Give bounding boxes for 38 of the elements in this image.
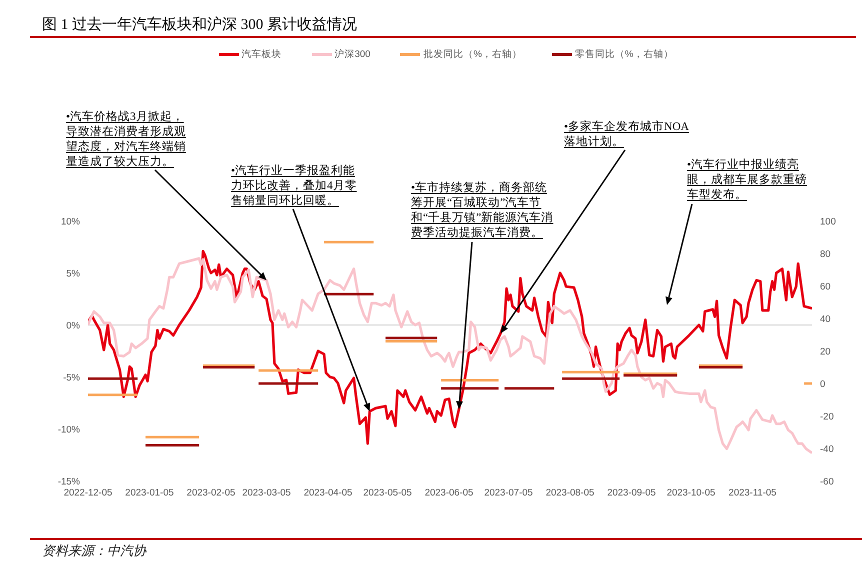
y2-tick-label: 20 xyxy=(820,346,831,358)
annotation: •多家车企发布城市NOA落地计划。 xyxy=(564,120,690,150)
chart-title: 图 1 过去一年汽车板块和沪深 300 累计收益情况 xyxy=(42,15,357,34)
x-tick-label: 2022-12-05 xyxy=(64,488,112,499)
y2-tick-label: 0 xyxy=(820,378,826,390)
text: •汽车行业中报业绩亮眼，成都车展多款重磅车型发布。 xyxy=(687,158,808,203)
text: 资料来源：中汽协 xyxy=(42,542,146,560)
y-tick-label: -5% xyxy=(63,372,81,384)
annotation: •汽车行业一季报盈利能力环比改善，叠加4月零售销量同环比回暖。 xyxy=(231,164,358,209)
y-tick-label: 5% xyxy=(66,268,81,280)
x-tick-label: 2023-10-05 xyxy=(666,488,716,499)
x-tick-label: 2023-01-05 xyxy=(125,488,174,499)
x-tick-label: 2023-03-05 xyxy=(242,488,291,499)
x-tick-label: 2023-09-05 xyxy=(607,488,656,499)
x-tick-label: 2023-06-05 xyxy=(424,488,474,499)
y2-tick-label: 60 xyxy=(820,281,831,292)
x-tick-label: 2023-05-05 xyxy=(363,488,412,499)
legend-label: 零售同比（%，右轴） xyxy=(574,48,674,61)
annotation: •汽车价格战3月掀起，导致潜在消费者形成观望态度，对汽车终端销量造成了较大压力。 xyxy=(66,110,187,170)
y-tick-label: -10% xyxy=(58,424,81,436)
y-tick-label: 10% xyxy=(60,216,81,228)
y2-tick-label: 40 xyxy=(820,314,831,325)
y2-tick-label: 80 xyxy=(820,248,831,260)
x-tick-label: 2023-07-05 xyxy=(484,488,533,499)
legend-label: 沪深300 xyxy=(334,48,370,61)
x-tick-label: 2023-04-05 xyxy=(304,488,352,499)
legend-label: 批发同比（%，右轴） xyxy=(423,48,522,61)
x-tick-label: 2023-02-05 xyxy=(186,488,236,499)
y2-tick-label: -20 xyxy=(820,411,834,422)
y2-tick-label: -60 xyxy=(820,476,834,488)
y2-tick-label: -40 xyxy=(820,444,834,455)
x-tick-label: 2023-08-05 xyxy=(546,488,594,499)
x-tick-label: 2023-11-05 xyxy=(728,488,776,499)
legend-label: 汽车板块 xyxy=(242,48,282,61)
y-tick-label: 0% xyxy=(66,320,81,332)
annotation: •车市持续复苏，商务部统筹开展“百城联动”汽车节和“千县万镇”新能源汽车消费季活动提振汽车消费。 xyxy=(411,181,554,241)
y-tick-label: -15% xyxy=(58,476,81,488)
y2-tick-label: 100 xyxy=(820,216,836,228)
